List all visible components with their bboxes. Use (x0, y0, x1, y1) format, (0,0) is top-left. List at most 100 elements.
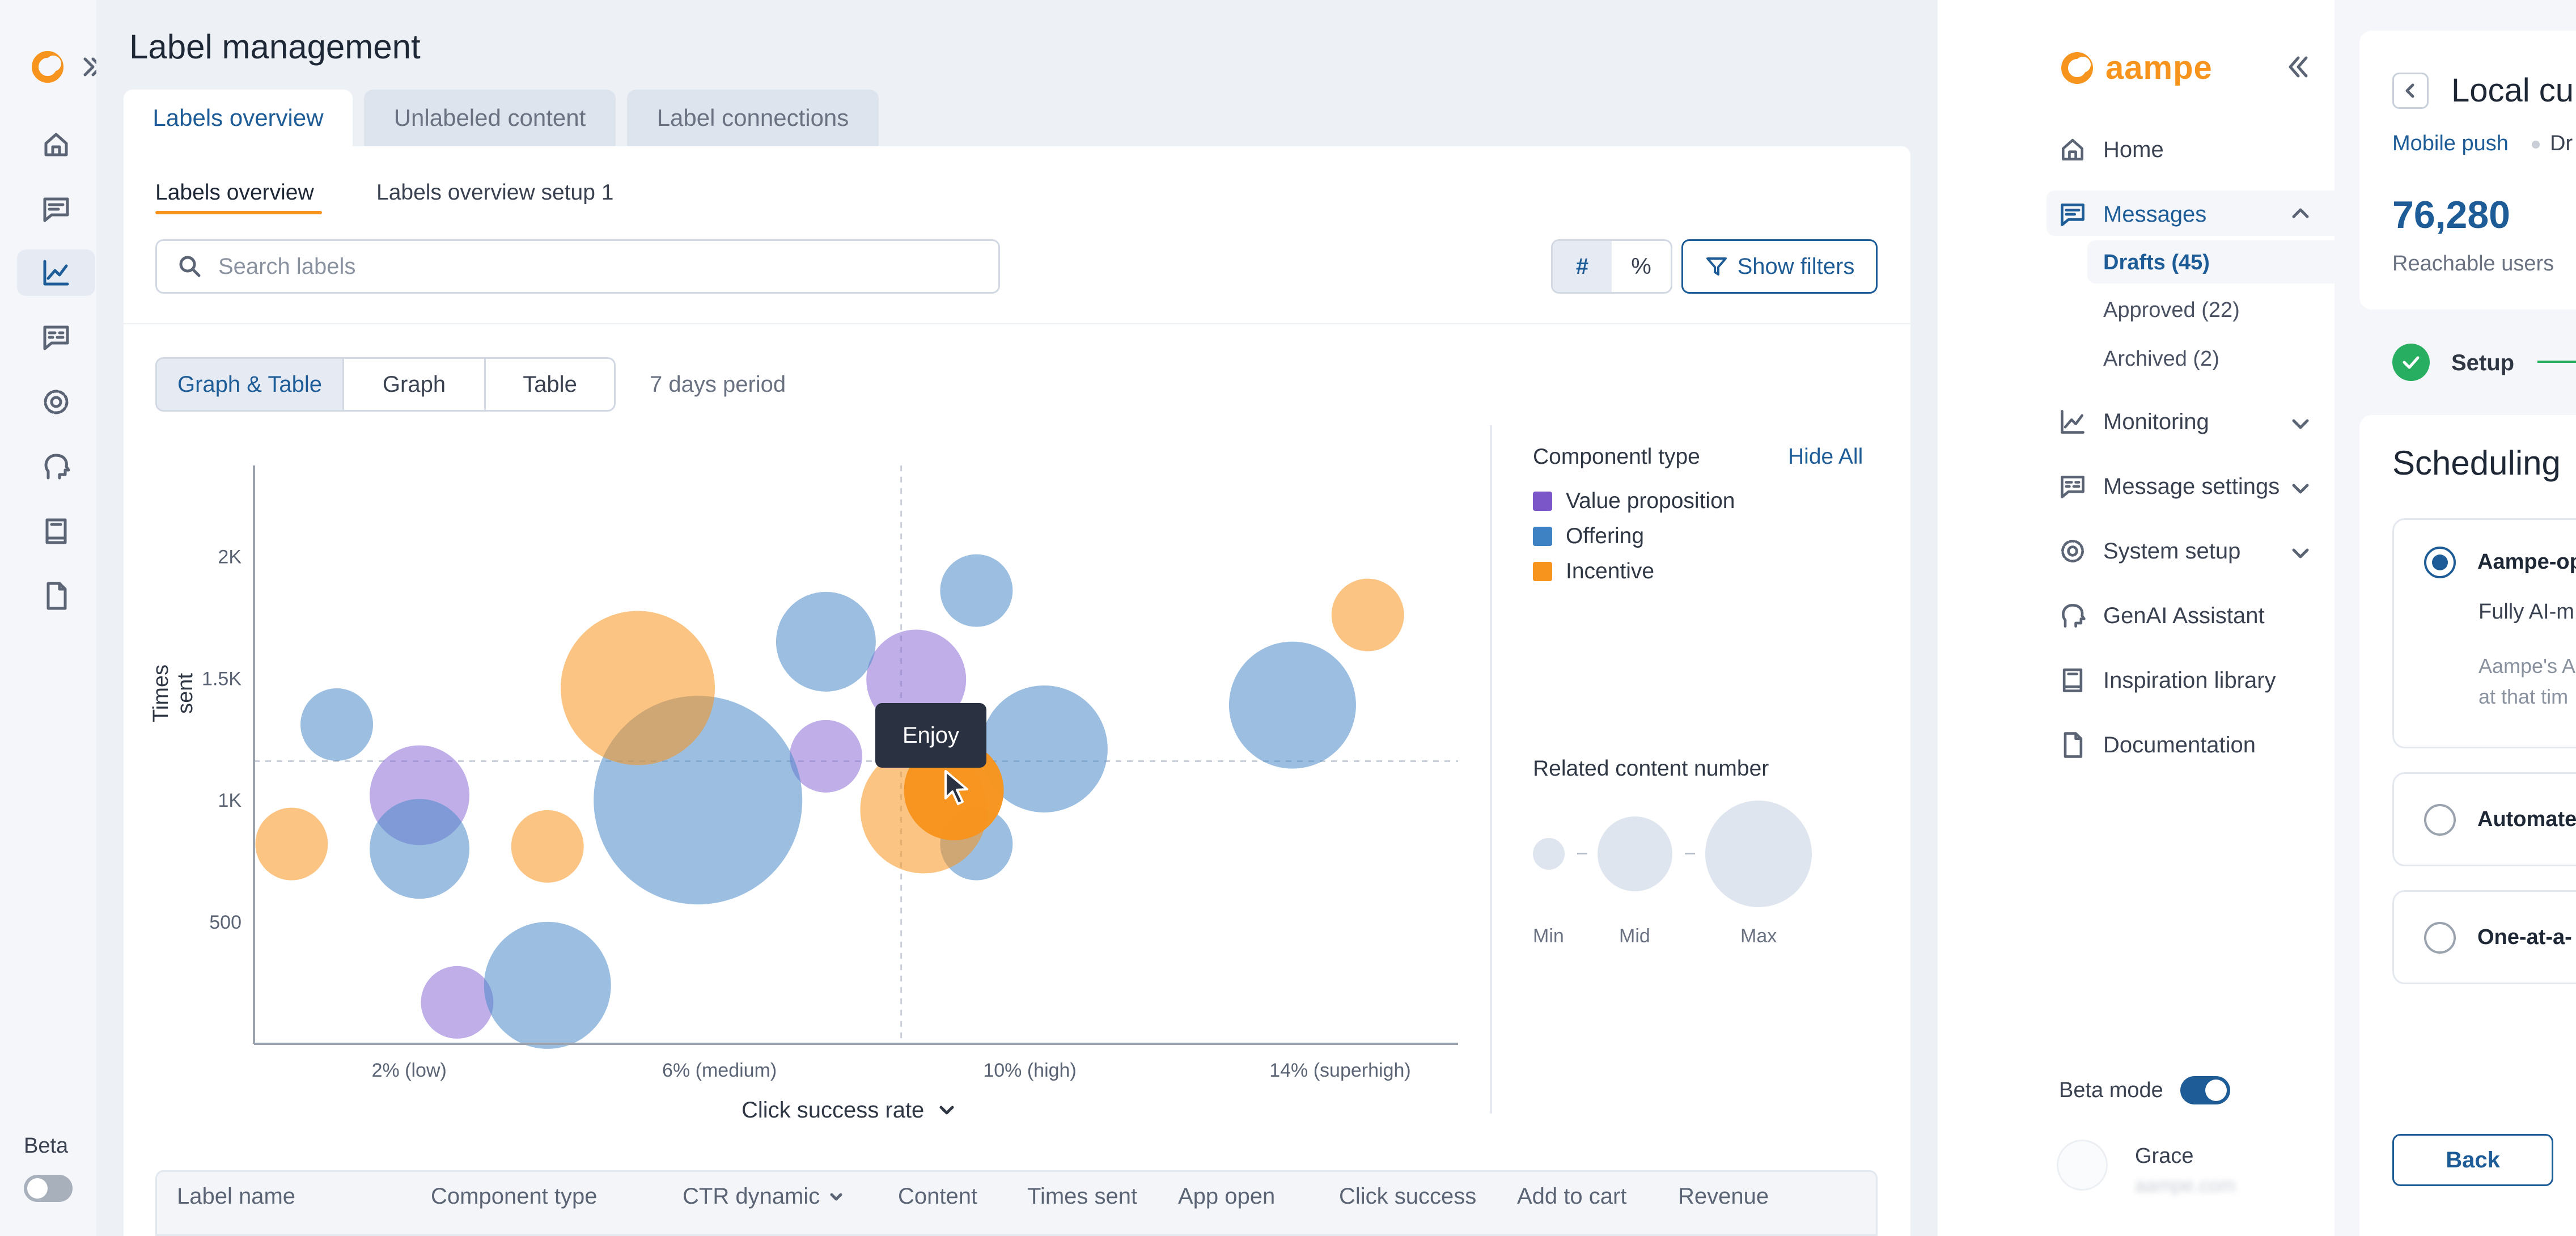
show-filters-label: Show filters (1737, 253, 1855, 279)
bubble-offering[interactable] (484, 921, 611, 1049)
column-component-type[interactable]: Component type (431, 1184, 598, 1209)
search-icon (177, 254, 202, 279)
nav-monitoring[interactable]: Monitoring (2058, 407, 2209, 437)
column-times-sent[interactable]: Times sent (1027, 1184, 1138, 1209)
x-axis-selector[interactable]: Click success rate (742, 1098, 957, 1123)
chevron-left-icon (2401, 82, 2420, 100)
nav-approved[interactable]: Approved (22) (2103, 298, 2240, 322)
hide-all-link[interactable]: Hide All (1788, 445, 1863, 469)
legend-item-value-proposition[interactable]: Value proposition (1533, 489, 1735, 514)
view-graph-button[interactable]: Graph (344, 359, 486, 410)
status-dot (2532, 141, 2540, 149)
column-label-name[interactable]: Label name (177, 1184, 296, 1209)
option1-desc-line1: Aampe's A (2478, 654, 2575, 678)
tab-labels-overview[interactable]: Labels overview (124, 90, 353, 146)
nav-messages[interactable]: Messages (2058, 200, 2206, 229)
step-complete-icon (2392, 344, 2430, 381)
chevron-down-icon[interactable] (2289, 413, 2312, 435)
search-box[interactable] (155, 239, 1000, 294)
bubble-offering[interactable] (370, 799, 470, 899)
gear-icon (2058, 536, 2087, 566)
chevron-down-icon[interactable] (2289, 477, 2312, 500)
nav-message-settings[interactable]: Message settings (2058, 472, 2280, 501)
rail-home-icon[interactable] (17, 121, 95, 168)
rail-monitoring-icon[interactable] (17, 249, 95, 296)
schedule-option-aampe[interactable] (2392, 518, 2576, 748)
count-toggle-button[interactable]: # (1553, 241, 1612, 292)
show-filters-button[interactable]: Show filters (1681, 239, 1878, 294)
column-app-open[interactable]: App open (1178, 1184, 1276, 1209)
search-input[interactable] (218, 253, 955, 280)
rail-genai-icon[interactable] (17, 443, 95, 490)
legend-title: Componentl type (1533, 445, 1700, 469)
channel-link[interactable]: Mobile push (2392, 132, 2509, 155)
schedule-option-automate[interactable] (2392, 772, 2576, 866)
page-title: Label management (129, 28, 421, 66)
bubble-offering[interactable] (980, 685, 1108, 812)
rail-inspiration-library-icon[interactable] (17, 508, 95, 554)
column-ctr-dynamic-label: CTR dynamic (683, 1184, 820, 1209)
size-legend-min (1533, 838, 1565, 870)
tab-unlabeled-content[interactable]: Unlabeled content (364, 90, 616, 146)
column-content[interactable]: Content (898, 1184, 978, 1209)
bubble-incentive[interactable] (511, 810, 584, 883)
chevron-down-icon[interactable] (2289, 542, 2312, 565)
bubble-incentive[interactable] (255, 807, 328, 881)
nav-drafts[interactable]: Drafts (45) (2103, 251, 2210, 274)
nav-home[interactable]: Home (2058, 135, 2164, 164)
column-click-success[interactable]: Click success (1339, 1184, 1477, 1209)
rail-message-settings-icon[interactable] (17, 314, 95, 361)
mouse-cursor-icon (941, 769, 975, 809)
user-avatar[interactable] (2057, 1140, 2108, 1191)
schedule-option-one-at-a-time-radio[interactable] (2424, 922, 2456, 954)
view-graph-table-button[interactable]: Graph & Table (157, 359, 344, 410)
chevron-up-icon[interactable] (2289, 202, 2312, 225)
subtab-labels-overview-setup[interactable]: Labels overview setup 1 (376, 180, 614, 205)
rail-documentation-icon[interactable] (17, 573, 95, 619)
nav-drafts-highlight (2087, 240, 2334, 283)
back-button[interactable]: Back (2392, 1134, 2553, 1186)
legend-item-incentive[interactable]: Incentive (1533, 559, 1654, 584)
schedule-option-one-at-a-time[interactable] (2392, 890, 2576, 984)
bubble-offering[interactable] (1228, 641, 1356, 769)
subtab-labels-overview[interactable]: Labels overview (155, 180, 314, 205)
nav-system-setup[interactable]: System setup (2058, 536, 2240, 566)
bubble-offering[interactable] (940, 554, 1013, 627)
column-add-to-cart[interactable]: Add to cart (1517, 1184, 1627, 1209)
column-revenue[interactable]: Revenue (1678, 1184, 1769, 1209)
view-table-button[interactable]: Table (523, 371, 577, 397)
y-tick-label: 2K (218, 546, 242, 568)
back-arrow-button[interactable] (2392, 73, 2429, 109)
view-toggle: Graph & Table Graph Table (155, 357, 616, 412)
bubble-offering[interactable] (776, 591, 876, 692)
tab-label-connections[interactable]: Label connections (627, 90, 879, 146)
schedule-option-automate-radio[interactable] (2424, 804, 2456, 836)
option1-title: Aampe-op (2477, 550, 2576, 574)
size-legend-min-label: Min (1533, 925, 1564, 947)
nav-documentation[interactable]: Documentation (2058, 730, 2256, 760)
bubble-incentive[interactable] (1331, 578, 1404, 651)
bubble-offering[interactable] (300, 688, 374, 761)
column-ctr-dynamic[interactable]: CTR dynamic (683, 1184, 845, 1209)
document-icon (2058, 730, 2087, 760)
beta-mode-toggle[interactable] (2180, 1076, 2230, 1104)
book-icon (2058, 666, 2087, 695)
nav-genai-assistant[interactable]: GenAI Assistant (2058, 601, 2265, 630)
option3-title: One-at-a- (2477, 925, 2572, 949)
nav-system-setup-label: System setup (2103, 538, 2241, 564)
collapse-sidebar-icon[interactable] (2285, 53, 2312, 81)
nav-inspiration-library[interactable]: Inspiration library (2058, 666, 2276, 695)
bubble-incentive[interactable] (561, 611, 715, 765)
size-legend-mid-label: Mid (1619, 925, 1650, 947)
nav-archived[interactable]: Archived (2) (2103, 347, 2219, 371)
bubble-value-proposition[interactable] (421, 966, 494, 1039)
schedule-option-aampe-radio[interactable] (2424, 547, 2456, 578)
rail-messages-icon[interactable] (17, 186, 95, 232)
step-label: Setup (2451, 350, 2515, 375)
rail-system-setup-icon[interactable] (17, 379, 95, 425)
percent-toggle-button[interactable]: % (1631, 253, 1651, 279)
rail-beta-toggle[interactable] (24, 1175, 73, 1202)
legend-item-offering[interactable]: Offering (1533, 524, 1644, 549)
bubble-value-proposition[interactable] (789, 719, 862, 793)
legend-label: Value proposition (1566, 489, 1735, 513)
